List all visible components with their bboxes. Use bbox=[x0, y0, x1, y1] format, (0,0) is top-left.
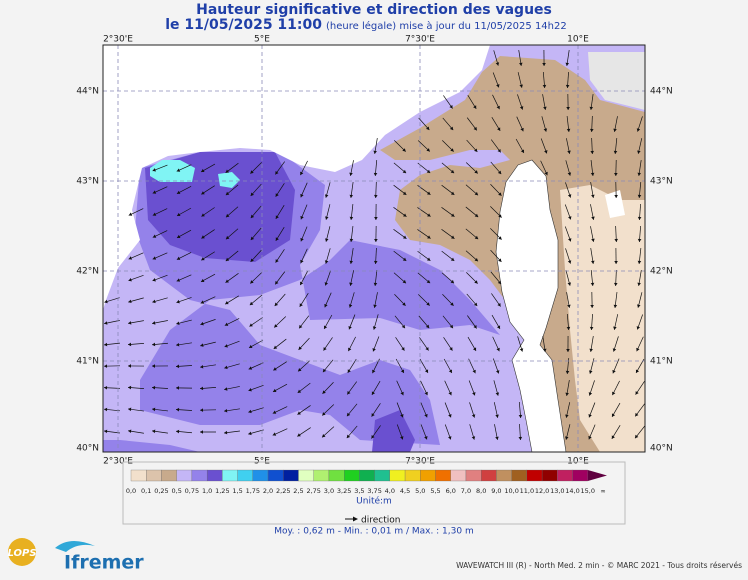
legend-label: 2,5 bbox=[293, 487, 303, 495]
color-swatch bbox=[573, 470, 588, 481]
lat-label: 41°N bbox=[76, 357, 99, 367]
color-swatch bbox=[177, 470, 192, 481]
lat-label: 43°N bbox=[76, 177, 99, 187]
color-swatch bbox=[238, 470, 253, 481]
color-swatch bbox=[420, 470, 435, 481]
legend-label: 3,5 bbox=[354, 487, 364, 495]
color-swatch bbox=[329, 470, 344, 481]
legend-label: 1,25 bbox=[215, 487, 229, 495]
lops: LOPS bbox=[7, 548, 36, 559]
legend-label: 0,5 bbox=[172, 487, 182, 495]
color-swatch bbox=[253, 470, 268, 481]
color-swatch bbox=[557, 470, 572, 481]
legend-label: 12,0 bbox=[535, 487, 549, 495]
legend-label: 9,0 bbox=[491, 487, 501, 495]
legend-label: 0,75 bbox=[185, 487, 199, 495]
color-swatch bbox=[131, 470, 146, 481]
color-swatch bbox=[588, 470, 607, 481]
color-swatch bbox=[314, 470, 329, 481]
color-swatch bbox=[451, 470, 466, 481]
legend-label: 2,75 bbox=[306, 487, 320, 495]
lon-label: 7°30'E bbox=[405, 35, 435, 45]
lat-label: 40°N bbox=[76, 444, 99, 454]
color-swatch bbox=[344, 470, 359, 481]
legend-label: 1,0 bbox=[202, 487, 212, 495]
legend-label: 4,0 bbox=[385, 487, 395, 495]
color-swatch bbox=[405, 470, 420, 481]
color-swatch bbox=[298, 470, 313, 481]
update: (heure légale) mise à jour du 11/05/2025… bbox=[326, 20, 567, 32]
lat-label: 41°N bbox=[650, 357, 673, 367]
legend-label: 0,0 bbox=[126, 487, 136, 495]
legend-label: 11,0 bbox=[520, 487, 534, 495]
legend-label: 5,0 bbox=[415, 487, 425, 495]
color-swatch bbox=[496, 470, 511, 481]
lon-label: 5°E bbox=[254, 35, 270, 45]
lat-label: 44°N bbox=[650, 87, 673, 97]
legend-label: 1,75 bbox=[246, 487, 260, 495]
direction-arrow bbox=[353, 517, 358, 522]
lat-label: 42°N bbox=[650, 267, 673, 277]
legend-label: 6,0 bbox=[446, 487, 456, 495]
date: le 11/05/2025 11:00 bbox=[165, 17, 322, 33]
color-swatch bbox=[390, 470, 405, 481]
unit: Unité:m bbox=[356, 496, 392, 507]
legend-label: 7,0 bbox=[461, 487, 471, 495]
color-swatch bbox=[268, 470, 283, 481]
color-swatch bbox=[161, 470, 176, 481]
legend-label: 13,0 bbox=[550, 487, 564, 495]
legend-label: 4,5 bbox=[400, 487, 410, 495]
credits: WAVEWATCH III (R) - North Med. 2 min - ©… bbox=[456, 561, 742, 570]
legend-label: 14,0 bbox=[565, 487, 579, 495]
color-swatch bbox=[436, 470, 451, 481]
lat-label: 44°N bbox=[76, 87, 99, 97]
lat-label: 42°N bbox=[76, 267, 99, 277]
lat-label: 43°N bbox=[650, 177, 673, 187]
color-swatch bbox=[192, 470, 207, 481]
legend-label: 0,25 bbox=[154, 487, 168, 495]
color-swatch bbox=[283, 470, 298, 481]
lat-label: 40°N bbox=[650, 444, 673, 454]
legend-label: ∞ bbox=[600, 487, 605, 495]
title: Hauteur significative et direction des v… bbox=[196, 2, 552, 18]
legend-label: 8,0 bbox=[476, 487, 486, 495]
lon-label: 2°30'E bbox=[103, 35, 133, 45]
legend-label: 3,25 bbox=[337, 487, 351, 495]
color-swatch bbox=[359, 470, 374, 481]
legend-label: 1,5 bbox=[232, 487, 242, 495]
color-swatch bbox=[527, 470, 542, 481]
direction: direction bbox=[361, 516, 400, 526]
color-swatch bbox=[222, 470, 237, 481]
color-swatch bbox=[146, 470, 161, 481]
color-swatch bbox=[207, 470, 222, 481]
legend-label: 5,5 bbox=[430, 487, 440, 495]
legend-label: 3,0 bbox=[324, 487, 334, 495]
map bbox=[103, 45, 645, 452]
legend-label: 10,0 bbox=[504, 487, 518, 495]
color-swatch bbox=[512, 470, 527, 481]
color-swatch bbox=[542, 470, 557, 481]
color-swatch bbox=[375, 470, 390, 481]
legend-label: 2,25 bbox=[276, 487, 290, 495]
legend-label: 0,1 bbox=[141, 487, 151, 495]
stats: Moy. : 0,62 m - Min. : 0,01 m / Max. : 1… bbox=[274, 527, 473, 537]
ifremer-logo bbox=[55, 541, 95, 552]
color-swatch bbox=[481, 470, 496, 481]
legend-label: 2,0 bbox=[263, 487, 273, 495]
ifremer: Ifremer bbox=[64, 552, 144, 574]
legend-label: 15,0 bbox=[581, 487, 595, 495]
legend-label: 3,75 bbox=[367, 487, 381, 495]
lon-label: 10°E bbox=[567, 35, 589, 45]
color-swatch bbox=[466, 470, 481, 481]
